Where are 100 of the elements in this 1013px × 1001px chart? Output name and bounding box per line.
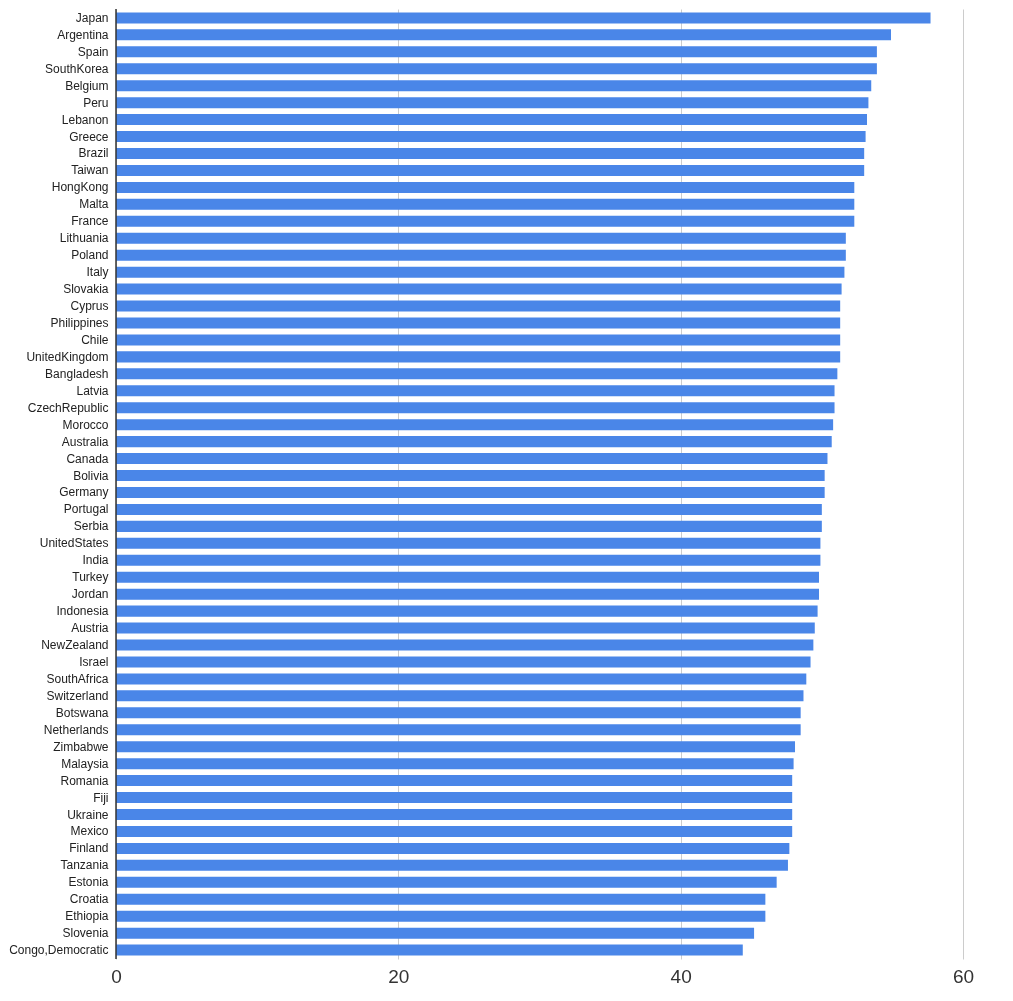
bar (116, 537, 821, 549)
bar (116, 707, 801, 719)
bar (116, 300, 841, 312)
bar (116, 266, 845, 278)
bar (116, 147, 865, 159)
bar (116, 775, 793, 787)
bar (116, 46, 877, 58)
bar (116, 419, 834, 431)
y-tick-label: Latvia (76, 383, 109, 398)
y-tick-label: Fiji (93, 790, 109, 805)
y-tick-label: Switzerland (46, 688, 109, 703)
bar (116, 131, 866, 143)
y-tick-label: Poland (71, 248, 109, 263)
bar (116, 503, 822, 515)
bar (116, 758, 794, 770)
y-tick-label: Malta (79, 197, 109, 212)
y-tick-label: Ethiopia (65, 909, 109, 924)
bar (116, 944, 743, 956)
bar (116, 368, 838, 380)
bar (116, 232, 846, 244)
y-tick-label: Botswana (55, 705, 109, 720)
y-tick-label: Germany (59, 485, 109, 500)
y-tick-label: CzechRepublic (27, 400, 109, 415)
y-tick-label: UnitedStates (39, 536, 109, 551)
y-tick-label: Slovakia (63, 282, 109, 297)
bar (116, 673, 807, 685)
y-tick-label: Finland (69, 841, 109, 856)
y-tick-label: Austria (71, 621, 109, 636)
bar (116, 842, 790, 854)
y-tick-label: India (82, 553, 109, 568)
y-tick-label: Netherlands (43, 722, 109, 737)
bar (116, 927, 755, 939)
y-tick-label: HongKong (51, 180, 109, 195)
bar (116, 893, 766, 905)
bar (116, 12, 931, 24)
y-tick-label: Lebanon (61, 112, 109, 127)
y-tick-label: SouthAfrica (46, 671, 109, 686)
y-tick-label: Spain (77, 44, 109, 59)
y-tick-label: Slovenia (62, 926, 109, 941)
bar (116, 486, 825, 498)
bar (116, 198, 855, 210)
bar (116, 249, 846, 261)
bar (116, 859, 788, 871)
bar (116, 29, 891, 41)
bar (116, 741, 796, 753)
y-tick-label: Cyprus (70, 299, 109, 314)
y-tick-label: Bolivia (73, 468, 109, 483)
y-tick-label: Australia (61, 434, 109, 449)
y-tick-label: UnitedKingdom (26, 349, 109, 364)
y-tick-label: Greece (69, 129, 109, 144)
bar (116, 724, 801, 736)
bar (116, 876, 777, 888)
bar (116, 453, 828, 465)
bar (116, 571, 820, 583)
y-tick-label: Congo,Democratic (9, 943, 109, 958)
y-tick-label: Zimbabwe (53, 739, 109, 754)
bar (116, 334, 841, 346)
bar (116, 470, 825, 482)
y-tick-label: Philippines (50, 315, 109, 330)
y-tick-label: Indonesia (56, 604, 109, 619)
bar (116, 283, 842, 295)
x-tick-label: 0 (111, 965, 122, 987)
y-tick-label: Tanzania (60, 858, 109, 873)
y-tick-label: Malaysia (61, 756, 109, 771)
x-tick-label: 40 (670, 965, 692, 987)
bar (116, 792, 793, 804)
bar (116, 385, 835, 397)
y-tick-label: Mexico (70, 824, 109, 839)
bar (116, 690, 804, 702)
y-tick-label: Chile (81, 332, 109, 347)
bar (116, 910, 766, 922)
bar (116, 181, 855, 193)
bar (116, 164, 865, 176)
bar (116, 809, 793, 821)
y-tick-label: SouthKorea (45, 61, 109, 76)
bar (116, 588, 820, 600)
y-tick-label: Portugal (63, 502, 109, 517)
y-tick-label: Morocco (62, 417, 109, 432)
y-tick-label: Lithuania (59, 231, 109, 246)
y-tick-label: Peru (83, 95, 109, 110)
y-tick-label: Romania (60, 773, 109, 788)
bar (116, 402, 835, 414)
bar (116, 351, 841, 363)
bar (116, 80, 872, 92)
x-tick-label: 60 (952, 965, 975, 987)
y-tick-label: NewZealand (41, 638, 109, 653)
bar (116, 97, 869, 109)
y-tick-label: Bangladesh (45, 366, 109, 381)
bar (116, 114, 868, 126)
y-tick-label: Japan (75, 10, 109, 25)
y-tick-label: Ukraine (67, 807, 109, 822)
y-tick-label: Jordan (71, 587, 109, 602)
bar (116, 436, 832, 448)
bar (116, 554, 821, 566)
y-tick-label: France (71, 214, 109, 229)
y-tick-label: Canada (66, 451, 109, 466)
y-tick-label: Brazil (78, 146, 109, 161)
x-tick-label: 20 (388, 965, 410, 987)
y-tick-label: Taiwan (71, 163, 109, 178)
y-tick-label: Israel (79, 654, 109, 669)
